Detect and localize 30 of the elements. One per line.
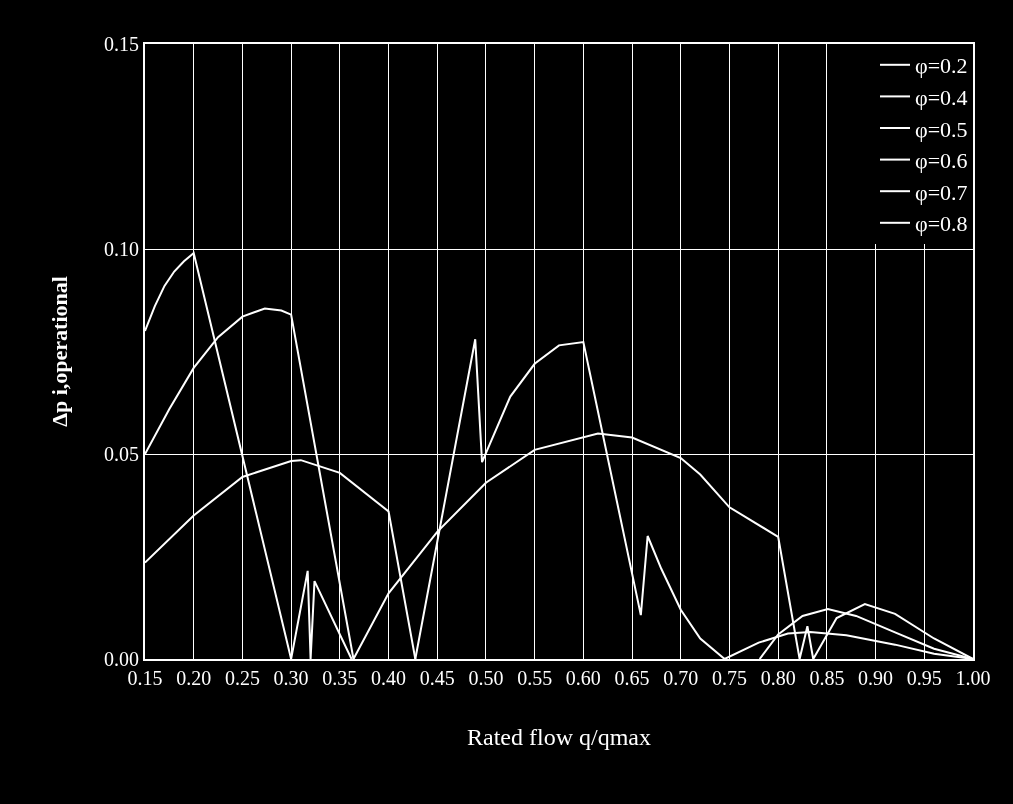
y-tick-label: 0.05 xyxy=(104,443,139,465)
x-tick-label: 0.20 xyxy=(176,667,212,689)
x-tick-label: 0.75 xyxy=(711,667,747,689)
legend-label: φ=0.4 xyxy=(915,84,968,110)
x-axis-title: Rated flow q/qmax xyxy=(467,723,651,750)
legend-label: φ=0.7 xyxy=(915,179,968,205)
y-tick-label: 0.10 xyxy=(104,238,139,260)
x-tick-label: 0.80 xyxy=(760,667,796,689)
legend-label: φ=0.5 xyxy=(915,116,968,142)
x-tick-label: 1.00 xyxy=(955,667,991,689)
y-axis-title: Δp i,operational xyxy=(47,276,73,427)
legend-label: φ=0.8 xyxy=(915,211,968,237)
x-tick-label: 0.85 xyxy=(809,667,845,689)
x-tick-label: 0.25 xyxy=(224,667,260,689)
x-tick-label: 0.65 xyxy=(614,667,650,689)
x-tick-label: 0.15 xyxy=(127,667,163,689)
x-tick-label: 0.45 xyxy=(419,667,455,689)
x-tick-label: 0.90 xyxy=(858,667,894,689)
legend-label: φ=0.2 xyxy=(915,53,968,79)
x-tick-label: 0.30 xyxy=(273,667,309,689)
y-tick-label: 0.15 xyxy=(104,33,139,55)
x-tick-label: 0.50 xyxy=(468,667,504,689)
x-tick-label: 0.55 xyxy=(517,667,553,689)
x-tick-label: 0.35 xyxy=(322,667,358,689)
y-tick-label: 0.00 xyxy=(104,648,139,670)
x-tick-label: 0.40 xyxy=(371,667,407,689)
x-tick-label: 0.60 xyxy=(565,667,601,689)
x-tick-label: 0.70 xyxy=(663,667,699,689)
legend-label: φ=0.6 xyxy=(915,148,968,174)
x-tick-label: 0.95 xyxy=(906,667,942,689)
